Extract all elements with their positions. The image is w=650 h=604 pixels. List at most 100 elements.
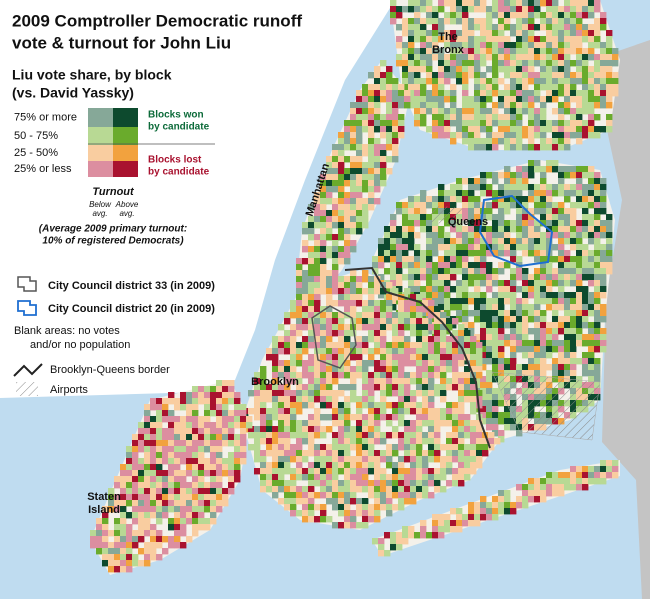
- block: [470, 390, 477, 397]
- block: [398, 312, 405, 319]
- block: [108, 566, 115, 573]
- block: [240, 410, 247, 417]
- block: [284, 456, 291, 463]
- block: [540, 178, 547, 185]
- block: [492, 250, 499, 257]
- block: [416, 438, 423, 445]
- block: [296, 282, 303, 289]
- block: [374, 324, 381, 331]
- block: [216, 398, 223, 405]
- block: [510, 84, 517, 91]
- block: [576, 90, 583, 97]
- block: [344, 486, 351, 493]
- block: [114, 554, 121, 561]
- block: [144, 518, 151, 525]
- block: [468, 184, 475, 191]
- block: [168, 506, 175, 513]
- block: [444, 196, 451, 203]
- block: [362, 390, 369, 397]
- block: [392, 96, 399, 103]
- block: [528, 48, 535, 55]
- block: [594, 304, 601, 311]
- block: [534, 370, 541, 377]
- block: [332, 240, 339, 247]
- block: [600, 244, 607, 251]
- block: [414, 244, 421, 251]
- block: [380, 348, 387, 355]
- block: [392, 378, 399, 385]
- block: [486, 30, 493, 37]
- block: [350, 444, 357, 451]
- block: [326, 270, 333, 277]
- block: [564, 196, 571, 203]
- block: [522, 126, 529, 133]
- block: [420, 292, 427, 299]
- block: [356, 444, 363, 451]
- block: [396, 36, 403, 43]
- block: [440, 378, 447, 385]
- block: [380, 60, 387, 67]
- block: [314, 360, 321, 367]
- block: [444, 0, 451, 7]
- block: [516, 340, 523, 347]
- block: [498, 304, 505, 311]
- block: [138, 422, 145, 429]
- block: [404, 396, 411, 403]
- block: [132, 560, 139, 567]
- block: [440, 456, 447, 463]
- block: [350, 438, 357, 445]
- block: [234, 416, 241, 423]
- block: [362, 150, 369, 157]
- block: [350, 456, 357, 463]
- block: [290, 408, 297, 415]
- block: [180, 494, 187, 501]
- block: [168, 422, 175, 429]
- block: [422, 366, 429, 373]
- block: [266, 480, 273, 487]
- block: [284, 348, 291, 355]
- block: [228, 392, 235, 399]
- block: [564, 256, 571, 263]
- block: [558, 250, 565, 257]
- block: [326, 390, 333, 397]
- block: [600, 208, 607, 215]
- block: [564, 42, 571, 49]
- block: [492, 178, 499, 185]
- block: [338, 450, 345, 457]
- block: [450, 96, 457, 103]
- block: [338, 444, 345, 451]
- block: [266, 462, 273, 469]
- block: [564, 220, 571, 227]
- block: [476, 372, 483, 379]
- block: [440, 312, 447, 319]
- block: [582, 78, 589, 85]
- block: [552, 138, 559, 145]
- block: [474, 196, 481, 203]
- block: [362, 186, 369, 193]
- block: [362, 516, 369, 523]
- block: [344, 468, 351, 475]
- block: [558, 292, 565, 299]
- block: [498, 490, 505, 497]
- block: [570, 114, 577, 121]
- block: [582, 132, 589, 139]
- block: [582, 96, 589, 103]
- block: [302, 492, 309, 499]
- block: [362, 348, 369, 355]
- block: [326, 474, 333, 481]
- block: [582, 298, 589, 305]
- block: [314, 420, 321, 427]
- block: [540, 292, 547, 299]
- block: [540, 274, 547, 281]
- block: [368, 444, 375, 451]
- block: [278, 444, 285, 451]
- block: [576, 244, 583, 251]
- block: [570, 334, 577, 341]
- block: [546, 78, 553, 85]
- block: [344, 366, 351, 373]
- block: [476, 348, 483, 355]
- block: [350, 510, 357, 517]
- block: [380, 366, 387, 373]
- block: [600, 478, 607, 485]
- block: [138, 512, 145, 519]
